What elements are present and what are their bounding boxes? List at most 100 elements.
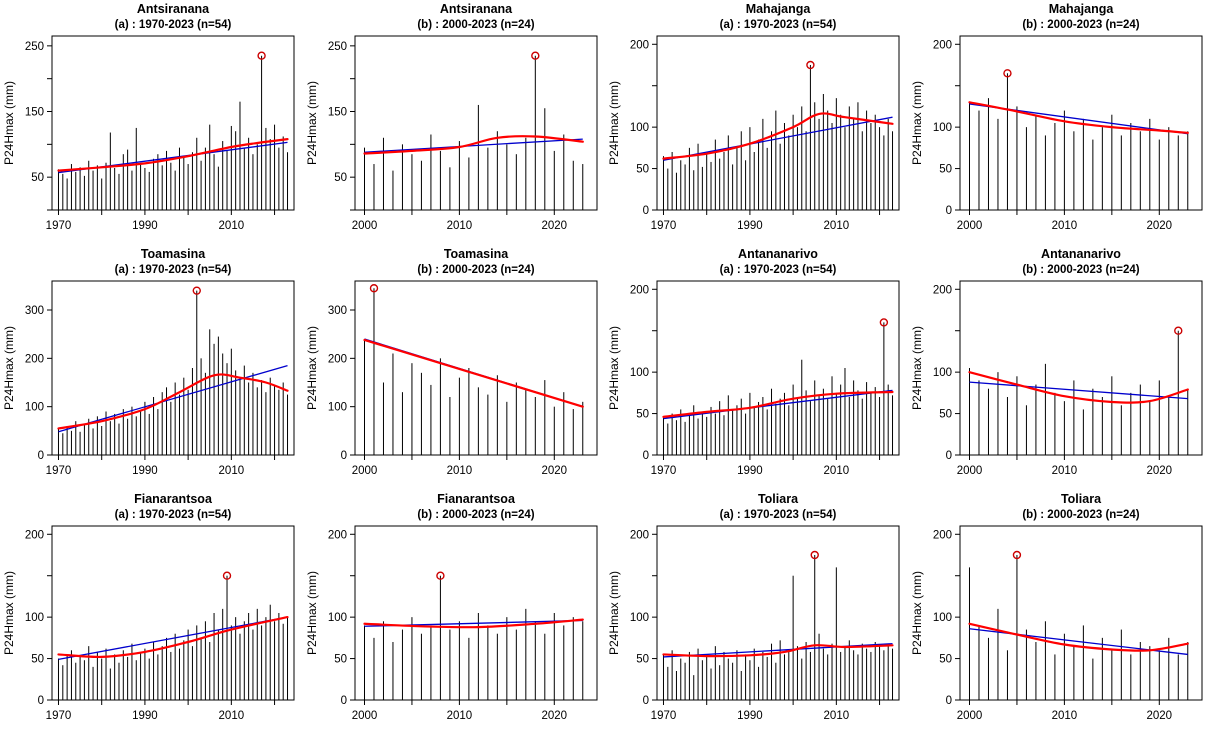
y-axis-label: P24Hmax (mm)	[305, 571, 319, 655]
y-tick-label: 50	[636, 409, 649, 421]
y-tick-label: 0	[945, 695, 951, 707]
y-tick-label: 50	[31, 172, 44, 184]
chart-cell-antananarivo-b: Antananarivo(b) : 2000-2023 (n=24)P24Hma…	[908, 245, 1210, 490]
y-tick-label: 0	[340, 695, 346, 707]
y-tick-label: 50	[939, 409, 952, 421]
bars	[58, 56, 287, 210]
chart-svg: Mahajanga(b) : 2000-2023 (n=24)P24Hmax (…	[908, 0, 1210, 245]
plot-frame	[355, 281, 597, 455]
y-tick-label: 200	[630, 39, 649, 51]
chart-cell-antsiranana-a: Antsiranana(a) : 1970-2023 (n=54)P24Hmax…	[0, 0, 303, 245]
y-tick-label: 0	[643, 205, 649, 217]
chart-svg: Antananarivo(b) : 2000-2023 (n=24)P24Hma…	[908, 245, 1210, 490]
y-tick-label: 0	[643, 450, 649, 462]
y-tick-label: 50	[636, 164, 649, 176]
y-axis-label: P24Hmax (mm)	[607, 571, 621, 655]
y-tick-label: 100	[932, 367, 951, 379]
y-tick-label: 200	[25, 529, 44, 541]
y-axis-label: P24Hmax (mm)	[2, 571, 16, 655]
chart-svg: Mahajanga(a) : 1970-2023 (n=54)P24Hmax (…	[605, 0, 907, 245]
x-tick-label: 2000	[956, 220, 982, 232]
chart-title: Toliara	[758, 492, 799, 506]
y-tick-label: 200	[327, 529, 346, 541]
y-tick-label: 250	[25, 41, 44, 53]
chart-svg: Toamasina(a) : 1970-2023 (n=54)P24Hmax (…	[0, 245, 302, 490]
x-tick-label: 2010	[446, 710, 472, 722]
plot-frame	[355, 526, 597, 700]
x-tick-label: 2010	[446, 220, 472, 232]
y-tick-label: 150	[25, 107, 44, 119]
y-tick-label: 300	[25, 305, 44, 317]
chart-cell-toamasina-b: Toamasina(b) : 2000-2023 (n=24)P24Hmax (…	[303, 245, 606, 490]
x-tick-label: 1970	[46, 220, 72, 232]
chart-title: Antsiranana	[439, 2, 512, 16]
y-tick-label: 100	[932, 122, 951, 134]
x-tick-label: 2020	[1146, 465, 1172, 477]
x-tick-label: 2010	[219, 710, 245, 722]
y-tick-label: 50	[31, 654, 44, 666]
chart-subtitle: (b) : 2000-2023 (n=24)	[1022, 509, 1139, 521]
x-tick-label: 2000	[956, 465, 982, 477]
x-tick-label: 1970	[651, 220, 677, 232]
x-tick-label: 1990	[737, 220, 763, 232]
y-tick-label: 50	[939, 164, 952, 176]
y-tick-label: 200	[932, 39, 951, 51]
y-axis-label: P24Hmax (mm)	[910, 571, 924, 655]
chart-title: Mahajanga	[1048, 2, 1114, 16]
y-tick-label: 200	[932, 284, 951, 296]
x-tick-label: 1990	[737, 710, 763, 722]
chart-title: Mahajanga	[746, 2, 812, 16]
chart-subtitle: (a) : 1970-2023 (n=54)	[115, 509, 232, 521]
chart-svg: Antsiranana(b) : 2000-2023 (n=24)P24Hmax…	[303, 0, 605, 245]
chart-svg: Toliara(b) : 2000-2023 (n=24)P24Hmax (mm…	[908, 490, 1210, 735]
smooth-line	[969, 372, 1187, 403]
chart-cell-toliara-b: Toliara(b) : 2000-2023 (n=24)P24Hmax (mm…	[908, 490, 1210, 735]
trend-line	[969, 382, 1187, 399]
chart-subtitle: (a) : 1970-2023 (n=54)	[720, 509, 837, 521]
chart-cell-fianarantsoa-a: Fianarantsoa(a) : 1970-2023 (n=54)P24Hma…	[0, 490, 303, 735]
chart-cell-mahajanga-a: Mahajanga(a) : 1970-2023 (n=54)P24Hmax (…	[605, 0, 908, 245]
bars	[969, 73, 1187, 210]
smooth-line	[969, 102, 1187, 133]
y-tick-label: 200	[630, 284, 649, 296]
x-tick-label: 1970	[46, 710, 72, 722]
x-tick-label: 2020	[1146, 220, 1172, 232]
x-tick-label: 2000	[351, 465, 377, 477]
bars	[663, 322, 892, 455]
chart-svg: Fianarantsoa(b) : 2000-2023 (n=24)P24Hma…	[303, 490, 605, 735]
chart-title: Toamasina	[141, 247, 206, 261]
chart-title: Antananarivo	[1041, 247, 1121, 261]
chart-subtitle: (a) : 1970-2023 (n=54)	[115, 19, 232, 31]
chart-svg: Toamasina(b) : 2000-2023 (n=24)P24Hmax (…	[303, 245, 605, 490]
x-tick-label: 2010	[1051, 465, 1077, 477]
chart-svg: Fianarantsoa(a) : 1970-2023 (n=54)P24Hma…	[0, 490, 302, 735]
bars	[663, 65, 892, 210]
x-tick-label: 1990	[132, 710, 158, 722]
y-tick-label: 0	[38, 450, 44, 462]
chart-svg: Antananarivo(a) : 1970-2023 (n=54)P24Hma…	[605, 245, 907, 490]
chart-subtitle: (b) : 2000-2023 (n=24)	[417, 264, 534, 276]
plot-frame	[355, 36, 597, 210]
y-axis-label: P24Hmax (mm)	[305, 81, 319, 165]
chart-subtitle: (a) : 1970-2023 (n=54)	[720, 264, 837, 276]
y-tick-label: 250	[327, 41, 346, 53]
x-tick-label: 1970	[651, 465, 677, 477]
chart-title: Toamasina	[443, 247, 508, 261]
chart-title: Antananarivo	[738, 247, 818, 261]
y-tick-label: 0	[643, 695, 649, 707]
x-tick-label: 2010	[1051, 220, 1077, 232]
x-tick-label: 2020	[541, 465, 567, 477]
y-axis-label: P24Hmax (mm)	[607, 81, 621, 165]
y-tick-label: 100	[630, 122, 649, 134]
chart-cell-mahajanga-b: Mahajanga(b) : 2000-2023 (n=24)P24Hmax (…	[908, 0, 1210, 245]
y-tick-label: 0	[38, 695, 44, 707]
y-tick-label: 0	[945, 450, 951, 462]
x-tick-label: 2010	[824, 465, 850, 477]
x-tick-label: 2020	[541, 220, 567, 232]
y-tick-label: 50	[334, 172, 347, 184]
y-tick-label: 200	[25, 353, 44, 365]
chart-subtitle: (a) : 1970-2023 (n=54)	[115, 264, 232, 276]
y-tick-label: 100	[630, 367, 649, 379]
chart-svg: Toliara (a) : 1970-2023 (n=54) P24Hmax (mm…	[605, 490, 907, 735]
